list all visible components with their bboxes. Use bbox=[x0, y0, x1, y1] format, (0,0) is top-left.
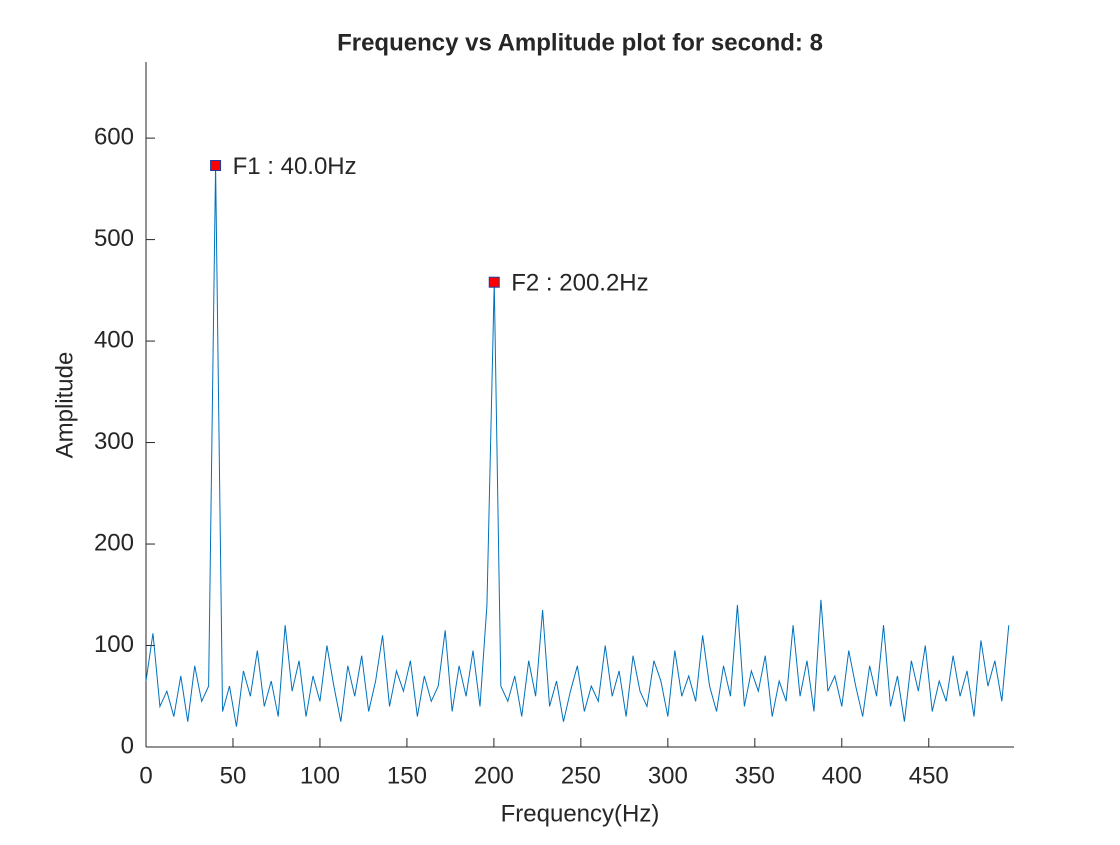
x-axis-label: Frequency(Hz) bbox=[501, 800, 660, 827]
data-line bbox=[145, 165, 1010, 727]
peak-marker bbox=[210, 160, 222, 172]
x-tick-label: 350 bbox=[735, 762, 775, 789]
peak-marker bbox=[488, 276, 500, 288]
x-tick-label: 100 bbox=[300, 762, 340, 789]
x-tick-label: 400 bbox=[822, 762, 862, 789]
x-tick-label: 250 bbox=[561, 762, 601, 789]
x-tick-label: 200 bbox=[474, 762, 514, 789]
x-tick-label: 150 bbox=[387, 762, 427, 789]
y-tick-label: 200 bbox=[94, 529, 134, 556]
x-tick-label: 50 bbox=[220, 762, 247, 789]
y-tick-label: 100 bbox=[94, 631, 134, 658]
x-tick-label: 300 bbox=[648, 762, 688, 789]
y-tick-label: 0 bbox=[121, 732, 134, 759]
y-tick-label: 500 bbox=[94, 225, 134, 252]
peak-label: F1 : 40.0Hz bbox=[233, 153, 357, 180]
y-tick-label: 400 bbox=[94, 326, 134, 353]
x-tick-label: 450 bbox=[909, 762, 949, 789]
x-tick-label: 0 bbox=[139, 762, 152, 789]
y-tick-label: 300 bbox=[94, 428, 134, 455]
peak-label: F2 : 200.2Hz bbox=[511, 270, 648, 297]
y-tick-label: 600 bbox=[94, 123, 134, 150]
y-axis-label: Amplitude bbox=[51, 352, 78, 459]
chart-title: Frequency vs Amplitude plot for second: … bbox=[337, 29, 823, 56]
